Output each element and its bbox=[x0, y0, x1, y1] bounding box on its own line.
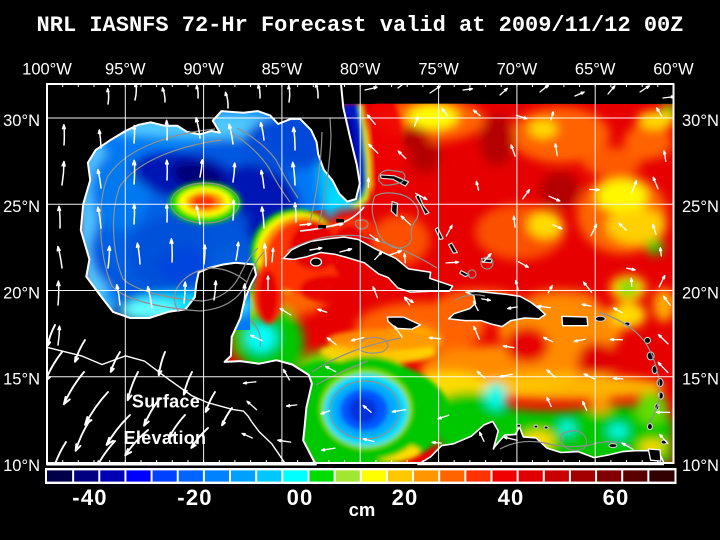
svg-text:60: 60 bbox=[603, 485, 630, 510]
svg-text:25°N: 25°N bbox=[3, 198, 40, 216]
svg-text:95°W: 95°W bbox=[105, 61, 146, 79]
svg-text:Surface: Surface bbox=[132, 392, 200, 412]
svg-text:10°N: 10°N bbox=[682, 457, 719, 475]
svg-text:30°N: 30°N bbox=[3, 112, 40, 130]
svg-text:10°N: 10°N bbox=[3, 457, 40, 475]
svg-text:-40: -40 bbox=[72, 485, 107, 510]
svg-text:100°W: 100°W bbox=[22, 61, 72, 79]
svg-text:70°W: 70°W bbox=[497, 61, 538, 79]
svg-text:65°W: 65°W bbox=[575, 61, 616, 79]
svg-text:90°W: 90°W bbox=[183, 61, 224, 79]
svg-text:25°N: 25°N bbox=[682, 198, 719, 216]
svg-text:Elevation: Elevation bbox=[124, 428, 207, 448]
svg-text:20: 20 bbox=[392, 485, 419, 510]
svg-text:15°N: 15°N bbox=[3, 371, 40, 389]
svg-text:00: 00 bbox=[287, 485, 314, 510]
svg-text:15°N: 15°N bbox=[682, 371, 719, 389]
svg-text:NRL IASNFS 72-Hr Forecast val: NRL IASNFS 72-Hr Forecast valid at 2009/… bbox=[37, 13, 684, 38]
svg-text:cm: cm bbox=[349, 499, 376, 520]
svg-text:40: 40 bbox=[498, 485, 525, 510]
svg-text:30°N: 30°N bbox=[682, 112, 719, 130]
svg-text:75°W: 75°W bbox=[418, 61, 459, 79]
svg-text:20°N: 20°N bbox=[3, 284, 40, 302]
svg-text:60°W: 60°W bbox=[653, 61, 694, 79]
svg-text:80°W: 80°W bbox=[340, 61, 381, 79]
svg-text:20°N: 20°N bbox=[682, 284, 719, 302]
svg-text:85°W: 85°W bbox=[262, 61, 303, 79]
svg-text:-20: -20 bbox=[177, 485, 212, 510]
